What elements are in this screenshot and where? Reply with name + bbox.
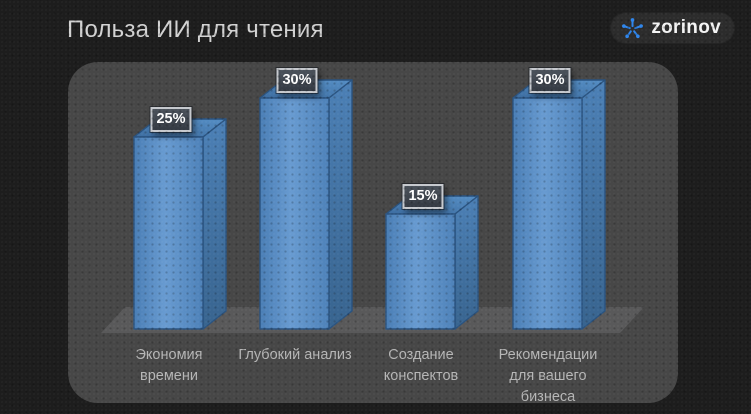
bar-value-label: 25% [150, 107, 192, 132]
category-label: Рекомендации для вашего бизнеса [498, 347, 598, 405]
category-label: Глубокий анализ [238, 347, 352, 363]
category-label: Экономия времени [135, 347, 203, 384]
bar-value-label: 15% [402, 184, 444, 209]
logo[interactable]: zorinov [611, 13, 734, 43]
category-label: Создание конспектов [383, 347, 459, 384]
chart-panel: 25% 30% 15% 30% Экономия времени Глубокий ан… [68, 62, 678, 405]
page-title: Польза ИИ для чтения [67, 16, 324, 43]
logo-text: zorinov [651, 17, 721, 38]
bar-value-label: 30% [529, 68, 571, 93]
molecule-icon [621, 17, 644, 40]
bar-value-label: 30% [276, 68, 318, 93]
